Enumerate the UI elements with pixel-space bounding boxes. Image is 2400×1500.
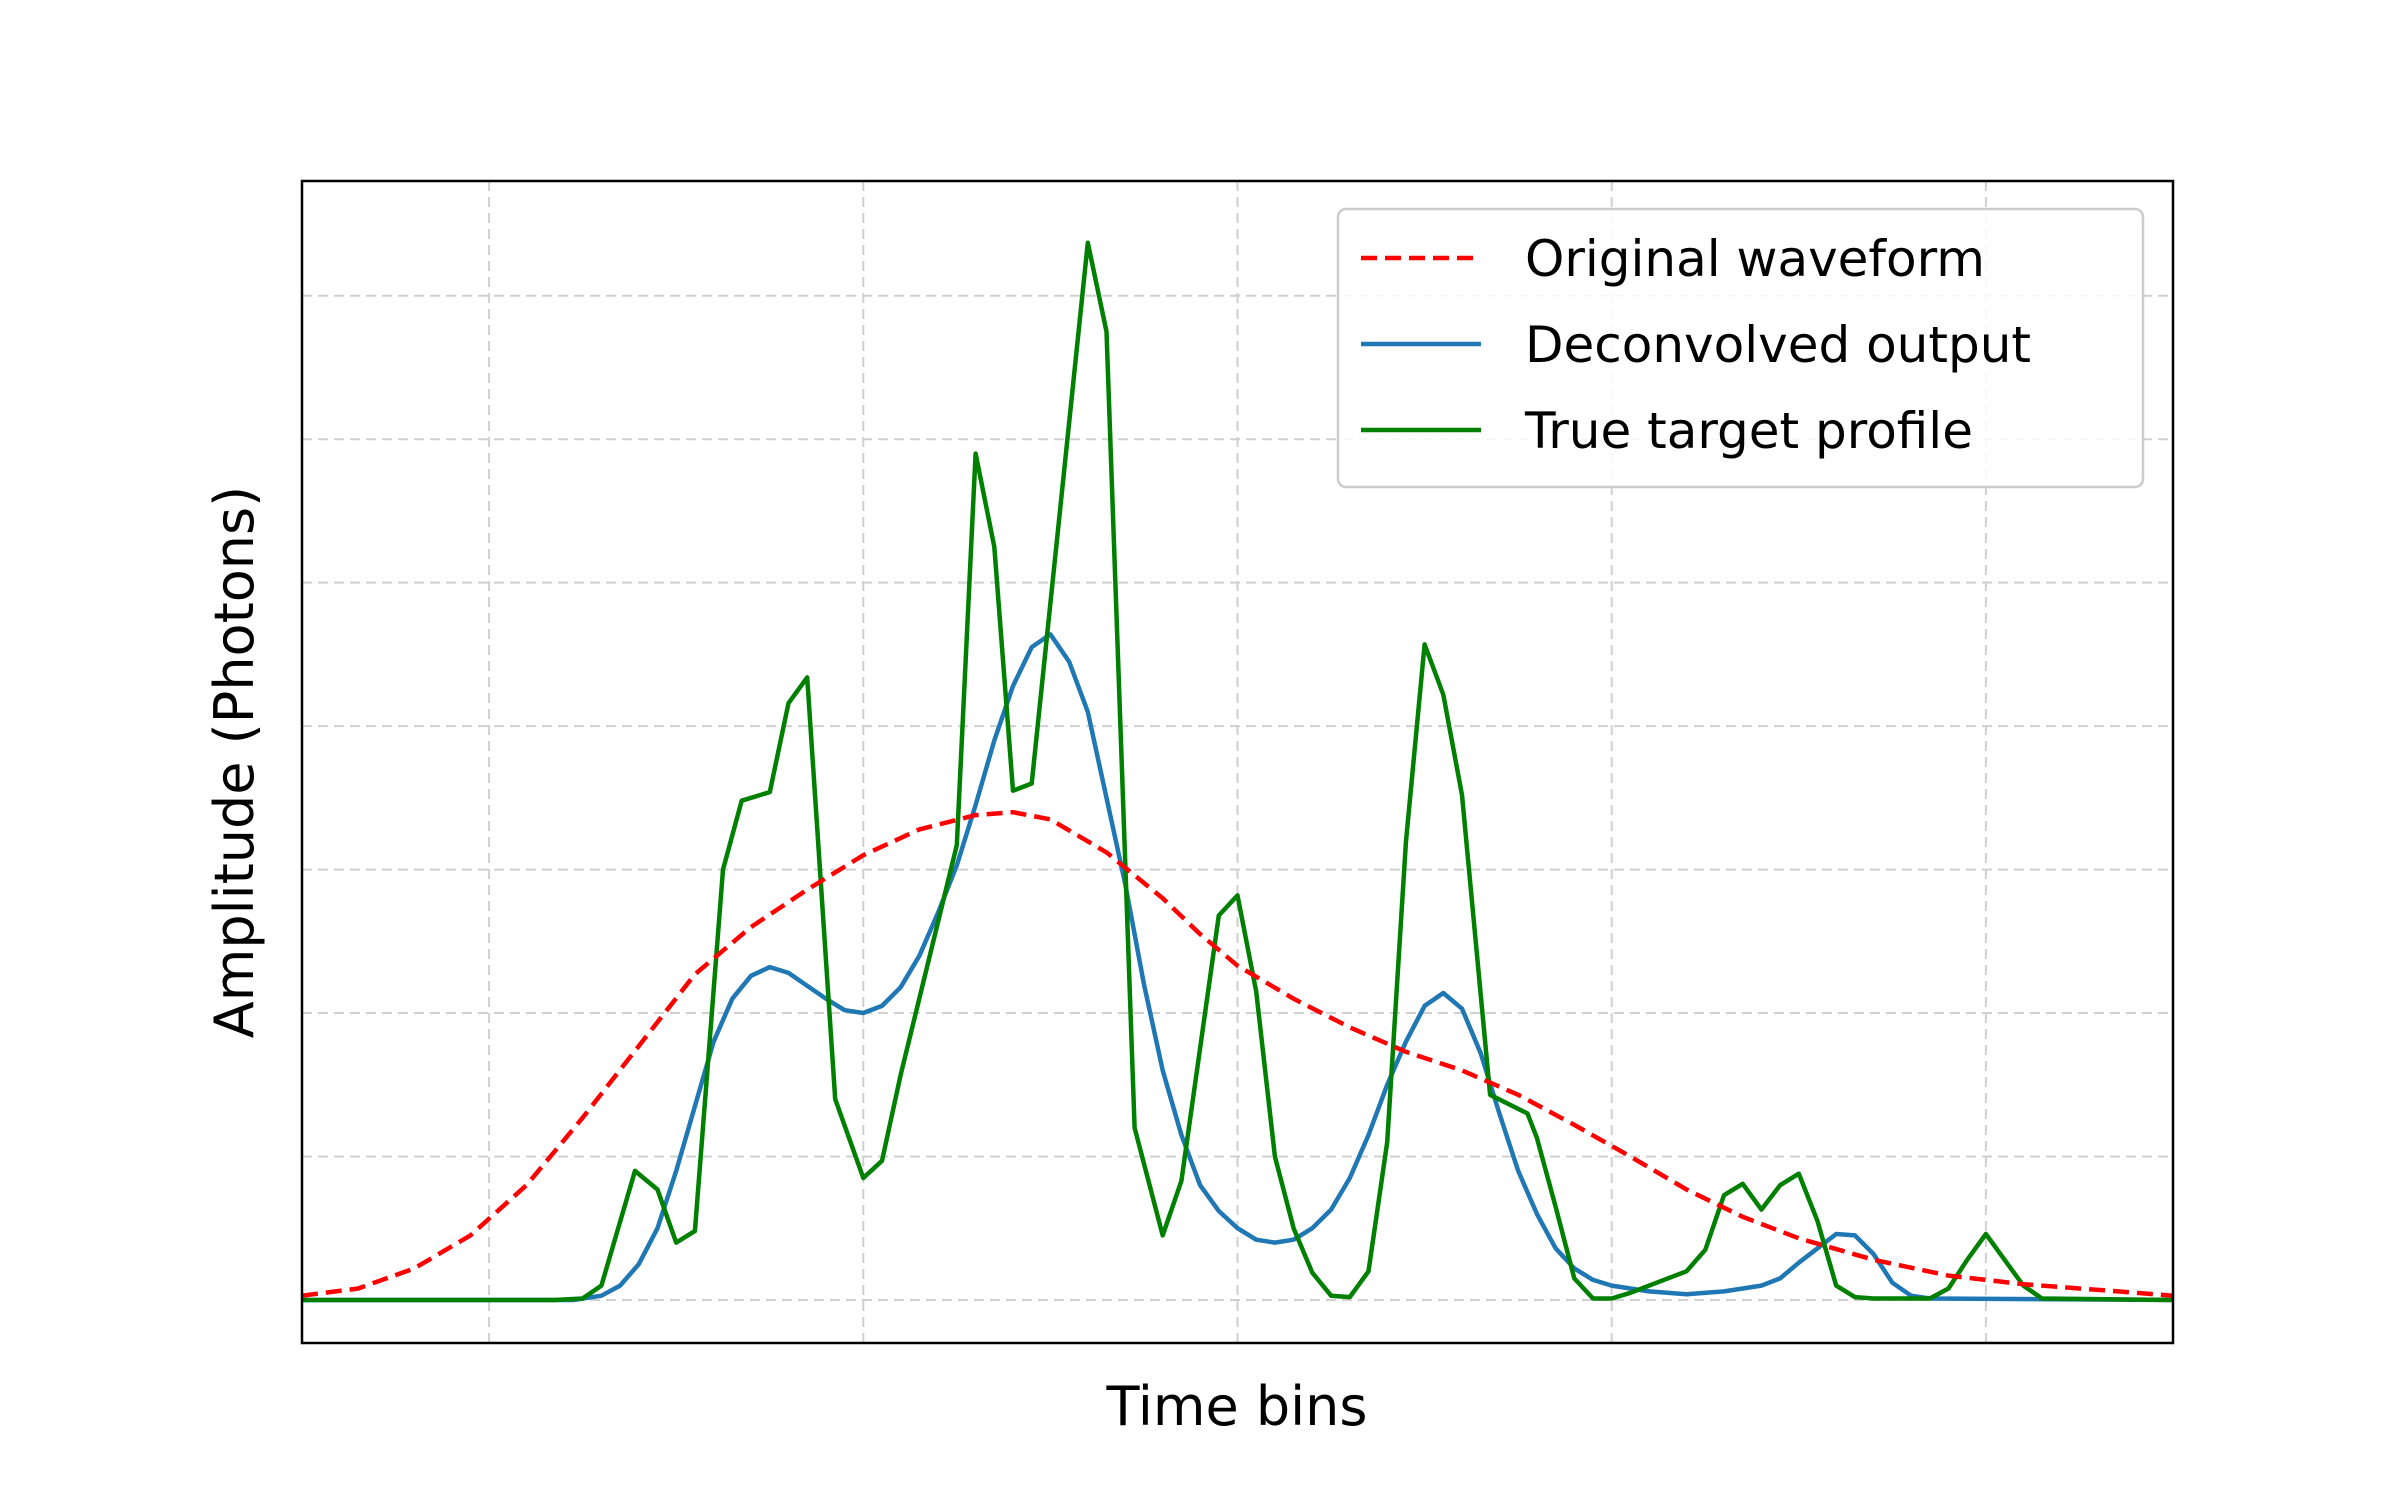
legend-label-deconvolved: Deconvolved output (1525, 316, 2031, 374)
series-layer (301, 240, 2174, 1303)
legend-label-original: Original waveform (1525, 230, 1985, 288)
legend: Original waveform Deconvolved output Tru… (1336, 207, 2145, 489)
deconvolved-output-line (302, 632, 2174, 1303)
legend-box (1336, 207, 2145, 489)
plot-frame (300, 179, 2175, 1345)
y-axis-label: Amplitude (Photons) (203, 486, 266, 1038)
true-target-profile-line (302, 240, 2174, 1303)
legend-label-true-target: True target profile (1524, 402, 1973, 460)
x-axis-label: Time bins (1106, 1375, 1368, 1438)
original-waveform-line (301, 809, 2174, 1298)
